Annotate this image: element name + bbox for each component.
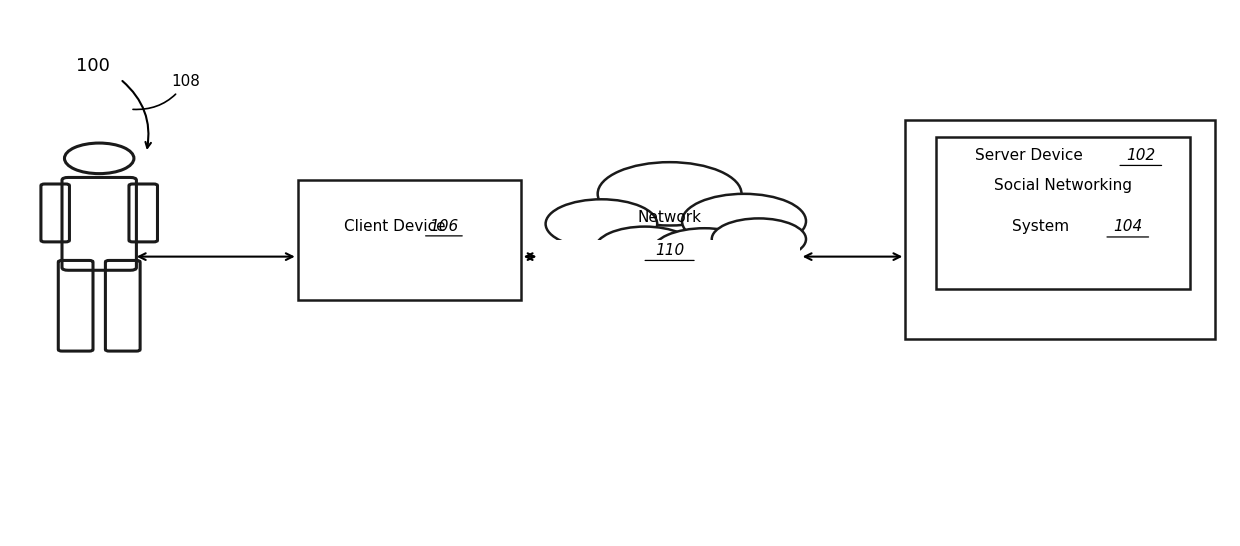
Text: Network: Network — [637, 210, 702, 225]
Text: 106: 106 — [429, 219, 459, 234]
Text: 104: 104 — [1114, 219, 1142, 234]
Text: Social Networking: Social Networking — [994, 178, 1132, 193]
Circle shape — [682, 194, 806, 248]
Text: 100: 100 — [76, 57, 110, 74]
Circle shape — [598, 162, 742, 225]
Circle shape — [712, 218, 806, 260]
Text: 102: 102 — [1126, 148, 1156, 163]
Text: System: System — [1012, 219, 1070, 234]
Circle shape — [595, 227, 694, 270]
Text: 108: 108 — [133, 74, 200, 109]
Text: Client Device: Client Device — [343, 219, 445, 234]
Text: 110: 110 — [655, 242, 684, 258]
Circle shape — [546, 199, 657, 248]
FancyBboxPatch shape — [539, 240, 800, 276]
Circle shape — [652, 228, 756, 274]
Text: Server Device: Server Device — [976, 148, 1083, 163]
